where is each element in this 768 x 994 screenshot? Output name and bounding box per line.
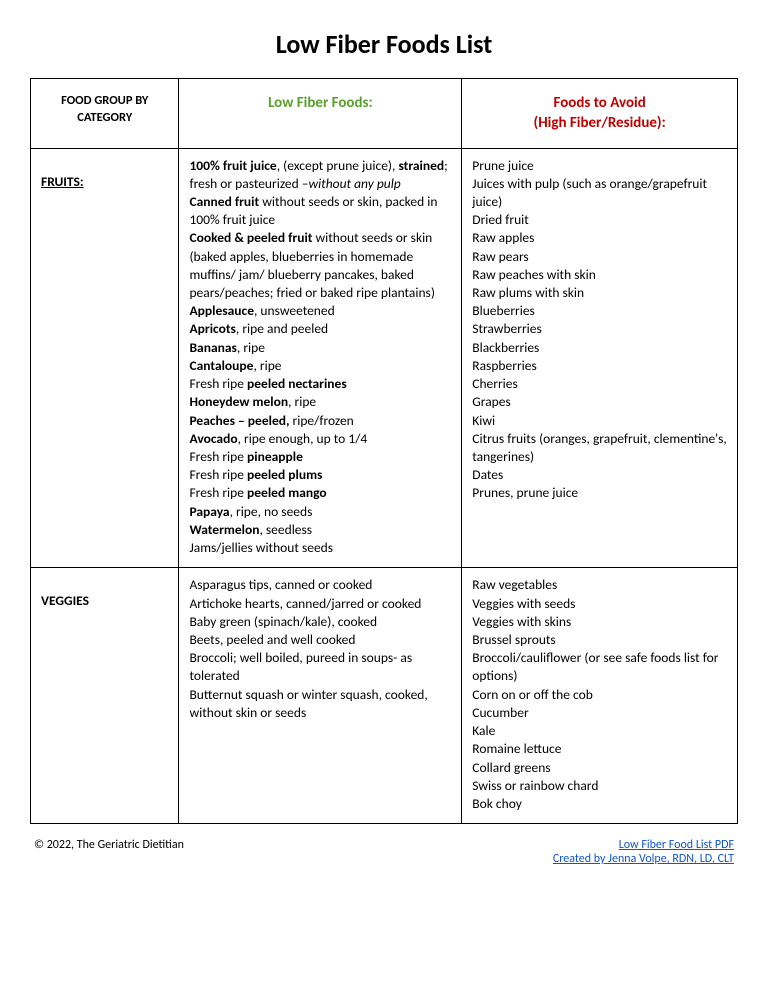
- header-avoid-line1: Foods to Avoid: [470, 93, 729, 113]
- page-title: Low Fiber Foods List: [30, 28, 738, 60]
- document-page: Low Fiber Foods List FOOD GROUP BY CATEG…: [0, 0, 768, 876]
- header-category-text: FOOD GROUP BY CATEGORY: [39, 93, 170, 127]
- footer: © 2022, The Geriatric Dietitian Low Fibe…: [30, 824, 738, 866]
- table-row: FRUITS: 100% fruit juice, (except prune j…: [31, 148, 738, 568]
- header-low-fiber-text: Low Fiber Foods:: [187, 93, 453, 113]
- header-category: FOOD GROUP BY CATEGORY: [31, 79, 179, 149]
- avoid-cell: Raw vegetablesVeggies with seedsVeggies …: [462, 568, 738, 824]
- header-low-fiber: Low Fiber Foods:: [179, 79, 462, 149]
- footer-link-pdf[interactable]: Low Fiber Food List PDF: [619, 838, 734, 852]
- header-avoid: Foods to Avoid (High Fiber/Residue):: [462, 79, 738, 149]
- table-header-row: FOOD GROUP BY CATEGORY Low Fiber Foods: …: [31, 79, 738, 149]
- avoid-cell: Prune juiceJuices with pulp (such as ora…: [462, 148, 738, 568]
- header-avoid-line2: (High Fiber/Residue):: [470, 113, 729, 133]
- category-cell: VEGGIES: [31, 568, 179, 824]
- category-label: FRUITS:: [41, 167, 168, 191]
- footer-copyright: © 2022, The Geriatric Dietitian: [34, 838, 184, 866]
- category-cell: FRUITS:: [31, 148, 179, 568]
- table-row: VEGGIES Asparagus tips, canned or cookedA…: [31, 568, 738, 824]
- category-label: VEGGIES: [41, 586, 168, 610]
- table-body: FRUITS: 100% fruit juice, (except prune j…: [31, 148, 738, 824]
- low-fiber-cell: 100% fruit juice, (except prune juice), …: [179, 148, 462, 568]
- low-fiber-cell: Asparagus tips, canned or cookedArtichok…: [179, 568, 462, 824]
- foods-table: FOOD GROUP BY CATEGORY Low Fiber Foods: …: [30, 78, 738, 824]
- footer-link-author[interactable]: Created by Jenna Volpe, RDN, LD, CLT: [553, 852, 734, 866]
- footer-links: Low Fiber Food List PDF Created by Jenna…: [553, 838, 734, 866]
